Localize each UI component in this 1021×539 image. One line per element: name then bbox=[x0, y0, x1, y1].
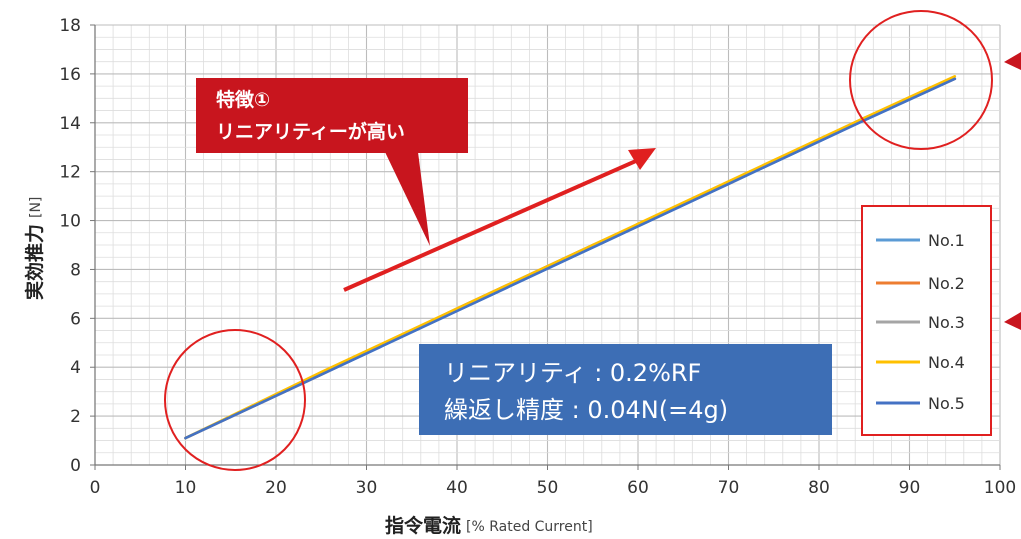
y-tick-label: 16 bbox=[59, 65, 81, 85]
highlight-circles bbox=[164, 10, 1021, 471]
y-axis-unit: [N] bbox=[28, 197, 44, 218]
x-tick-label: 50 bbox=[537, 478, 559, 498]
trend-arrow-shaft bbox=[343, 158, 639, 292]
x-tick-label: 20 bbox=[265, 478, 287, 498]
x-tick-label: 80 bbox=[808, 478, 830, 498]
y-tick-label: 18 bbox=[59, 16, 81, 36]
x-axis-title: 指令電流 [% Rated Current] bbox=[385, 514, 593, 537]
x-tick-label: 70 bbox=[718, 478, 740, 498]
linearity-spec: リニアリティ : 0.2%RF bbox=[444, 359, 701, 387]
x-tick-label: 0 bbox=[90, 478, 101, 498]
y-tick-label: 2 bbox=[70, 407, 81, 427]
pointer-top-right bbox=[1004, 52, 1021, 70]
x-tick-label: 100 bbox=[984, 478, 1016, 498]
y-axis-title: 実効推力 [N] bbox=[23, 197, 46, 300]
legend-label-5: No.5 bbox=[928, 394, 965, 413]
highlight-circle-high bbox=[849, 10, 993, 150]
y-tick-label: 4 bbox=[70, 358, 81, 378]
info-box-bg bbox=[419, 344, 832, 435]
callout-line2: リニアリティーが高い bbox=[216, 120, 405, 143]
x-tick-label: 60 bbox=[627, 478, 649, 498]
x-axis-label: 指令電流 bbox=[385, 514, 461, 537]
y-tick-label: 10 bbox=[59, 212, 81, 232]
y-tick-label: 14 bbox=[59, 114, 81, 134]
repeatability-spec: 繰返し精度 : 0.04N(=4g) bbox=[444, 396, 728, 424]
trend-arrow-head bbox=[628, 148, 656, 170]
y-tick-label: 8 bbox=[70, 260, 81, 280]
y-tick-label: 6 bbox=[70, 309, 81, 329]
callout-line1: 特徴① bbox=[216, 88, 270, 111]
y-tick-label: 0 bbox=[70, 456, 81, 476]
trend-arrow bbox=[343, 148, 656, 292]
series-line-4 bbox=[184, 75, 957, 440]
feature-callout: 特徴① リニアリティーが高い bbox=[196, 78, 468, 246]
spec-info-box: リニアリティ : 0.2%RF 繰返し精度 : 0.04N(=4g) bbox=[419, 344, 832, 435]
legend-label-1: No.1 bbox=[928, 231, 965, 250]
y-axis-label: 実効推力 bbox=[23, 224, 46, 300]
x-tick-label: 40 bbox=[446, 478, 468, 498]
y-tick-labels: 0 2 4 6 8 10 12 14 16 18 bbox=[59, 16, 95, 476]
legend-label-2: No.2 bbox=[928, 274, 965, 293]
pointer-mid-right bbox=[1004, 312, 1021, 330]
callout-box bbox=[196, 78, 468, 153]
x-tick-labels: 0 10 20 30 40 50 60 70 80 90 100 bbox=[90, 465, 1016, 498]
x-tick-label: 90 bbox=[899, 478, 921, 498]
x-tick-label: 30 bbox=[356, 478, 378, 498]
y-tick-label: 12 bbox=[59, 163, 81, 183]
callout-pointer bbox=[385, 152, 430, 246]
legend-label-4: No.4 bbox=[928, 353, 965, 372]
highlight-circle-low bbox=[164, 329, 306, 471]
x-tick-label: 10 bbox=[175, 478, 197, 498]
legend-label-3: No.3 bbox=[928, 313, 965, 332]
legend: No.1 No.2 No.3 No.4 No.5 bbox=[861, 205, 992, 436]
x-axis-unit: [% Rated Current] bbox=[466, 519, 593, 535]
